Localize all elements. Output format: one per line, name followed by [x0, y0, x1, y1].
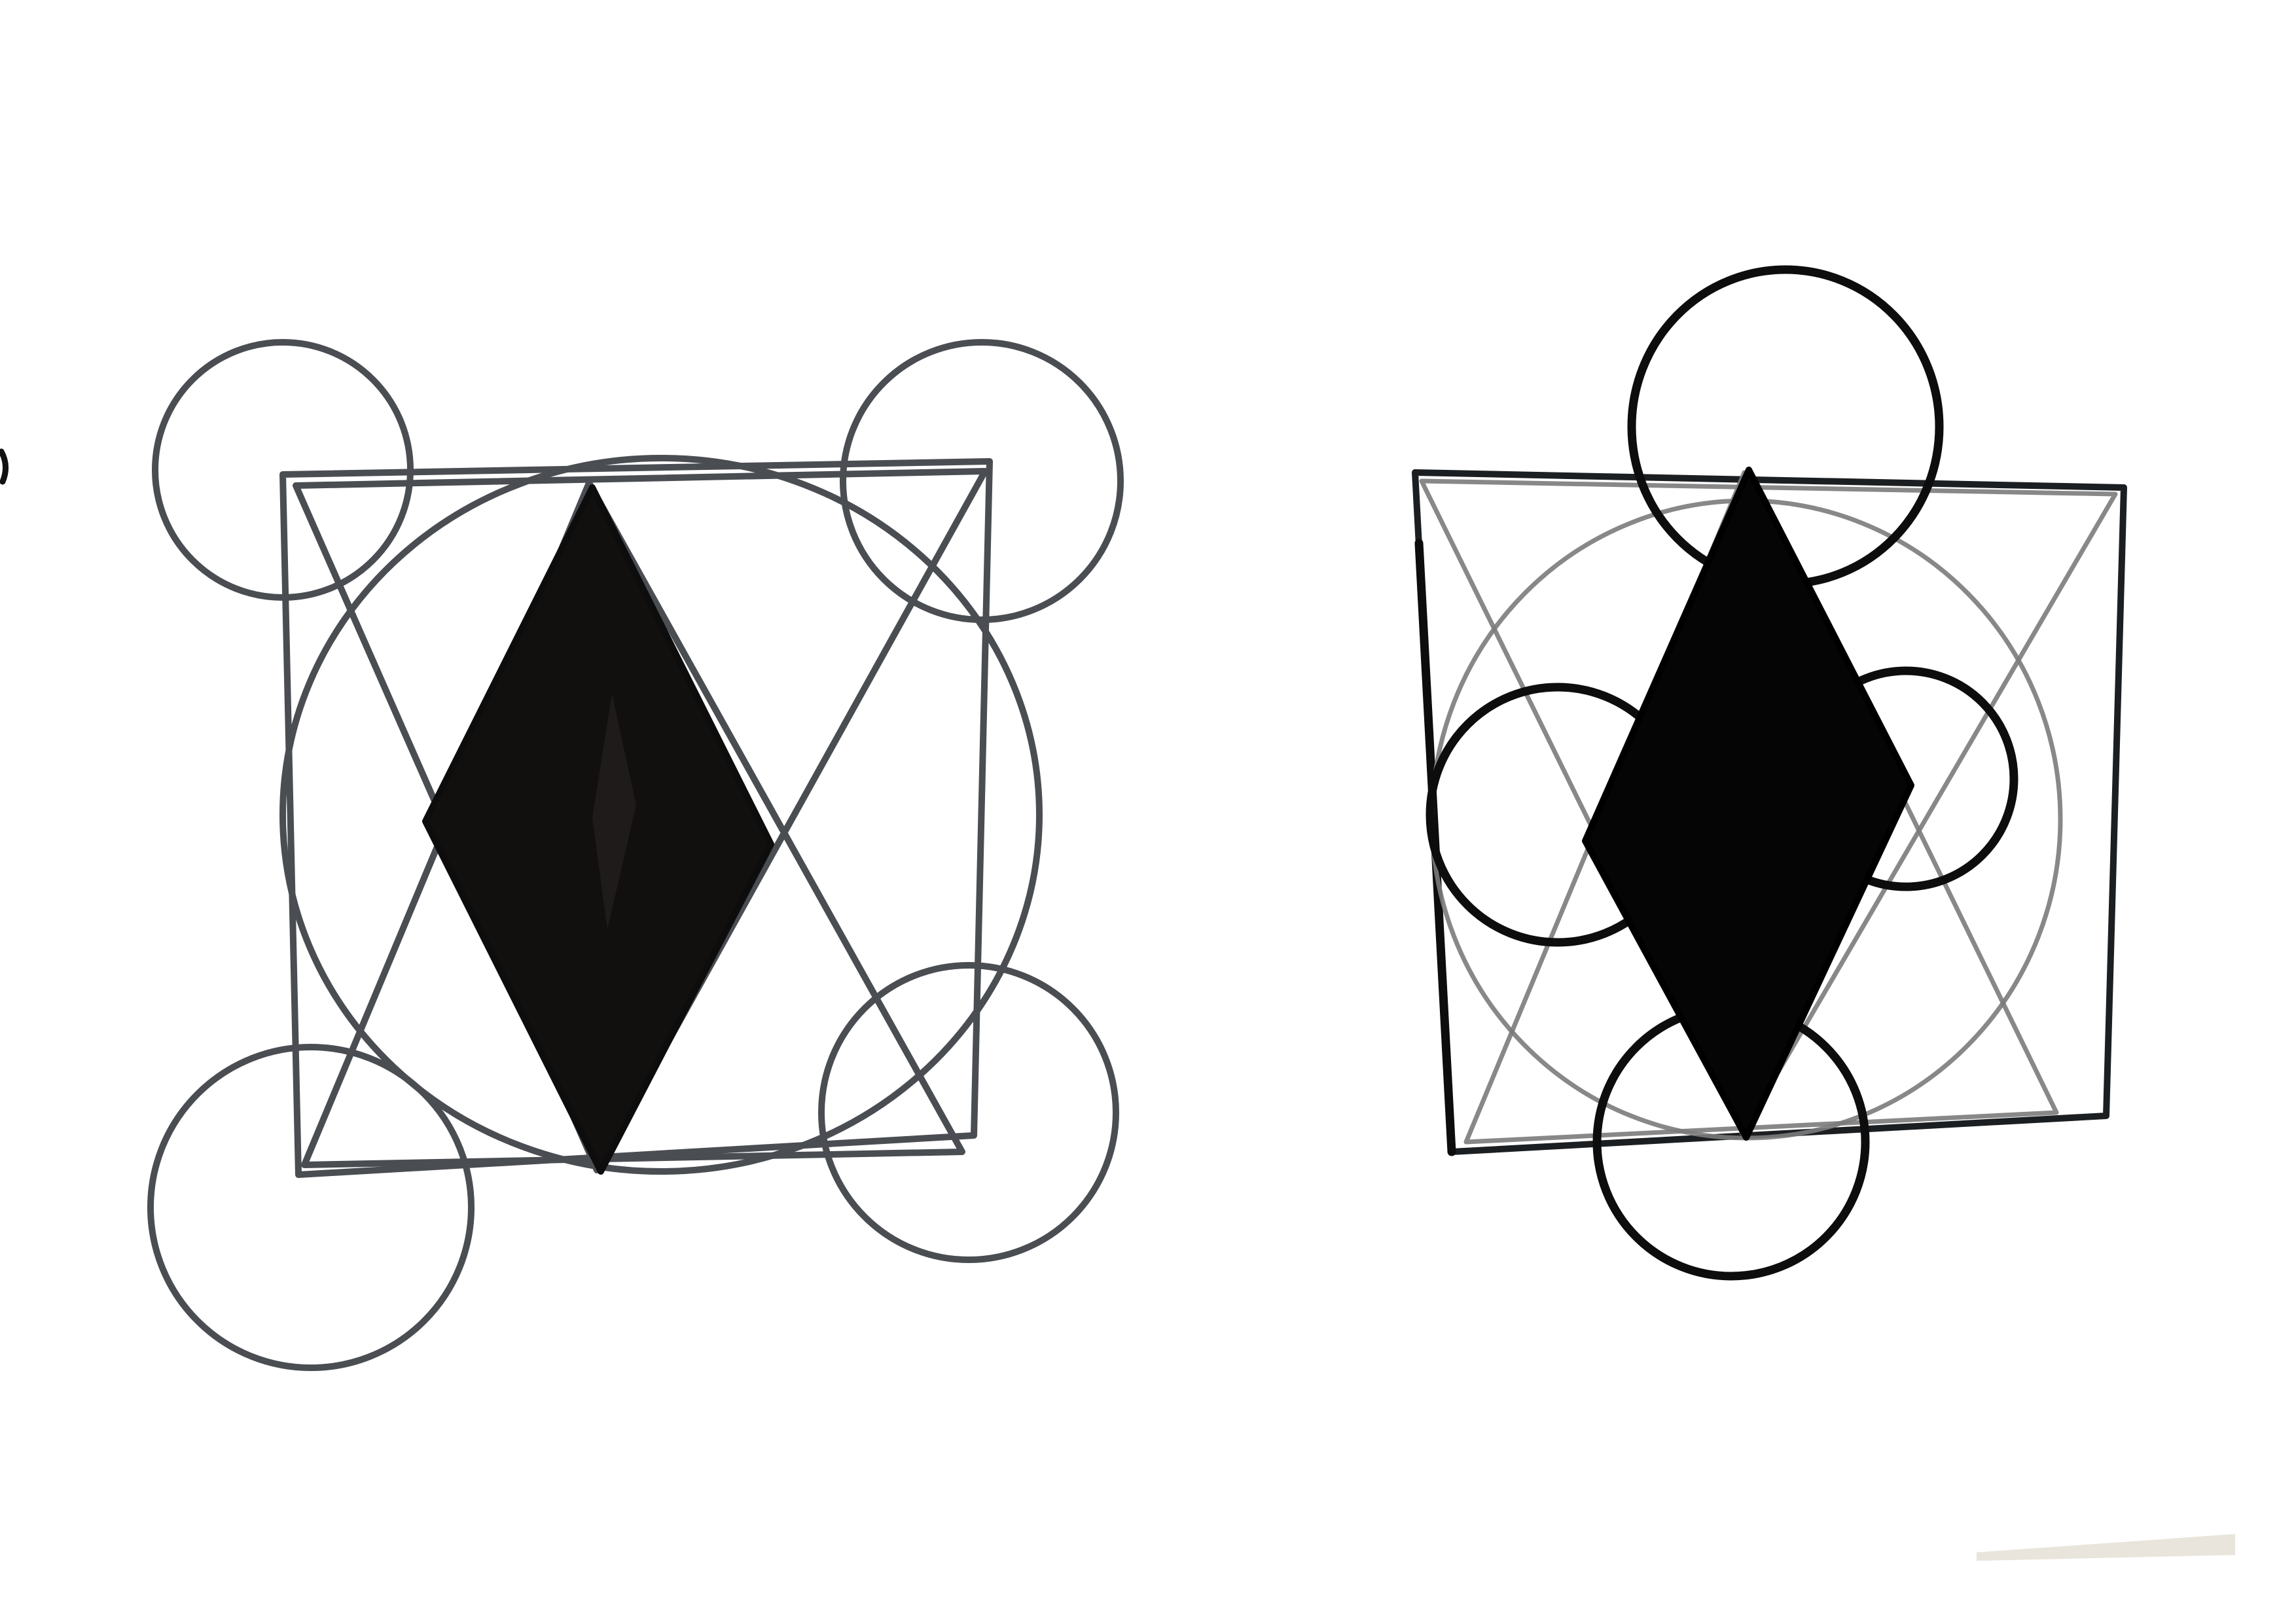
right-filled-diamond [1582, 467, 1914, 1141]
left-edge-stray-mark [0, 448, 9, 485]
left-emblem [147, 339, 1124, 1371]
right-downward-triangle [1419, 478, 2118, 1136]
left-corner-circle-bottom-right [818, 962, 1119, 1263]
left-corner-circle-top-right [840, 339, 1124, 623]
right-emblem [1412, 265, 2127, 1281]
left-corner-circle-top-left [152, 339, 414, 601]
left-corner-circle-bottom-left [147, 1044, 475, 1371]
left-inscribed-circle [279, 455, 1043, 1175]
left-diamond-highlight [592, 694, 636, 929]
paper-shadow [1977, 1534, 2235, 1561]
